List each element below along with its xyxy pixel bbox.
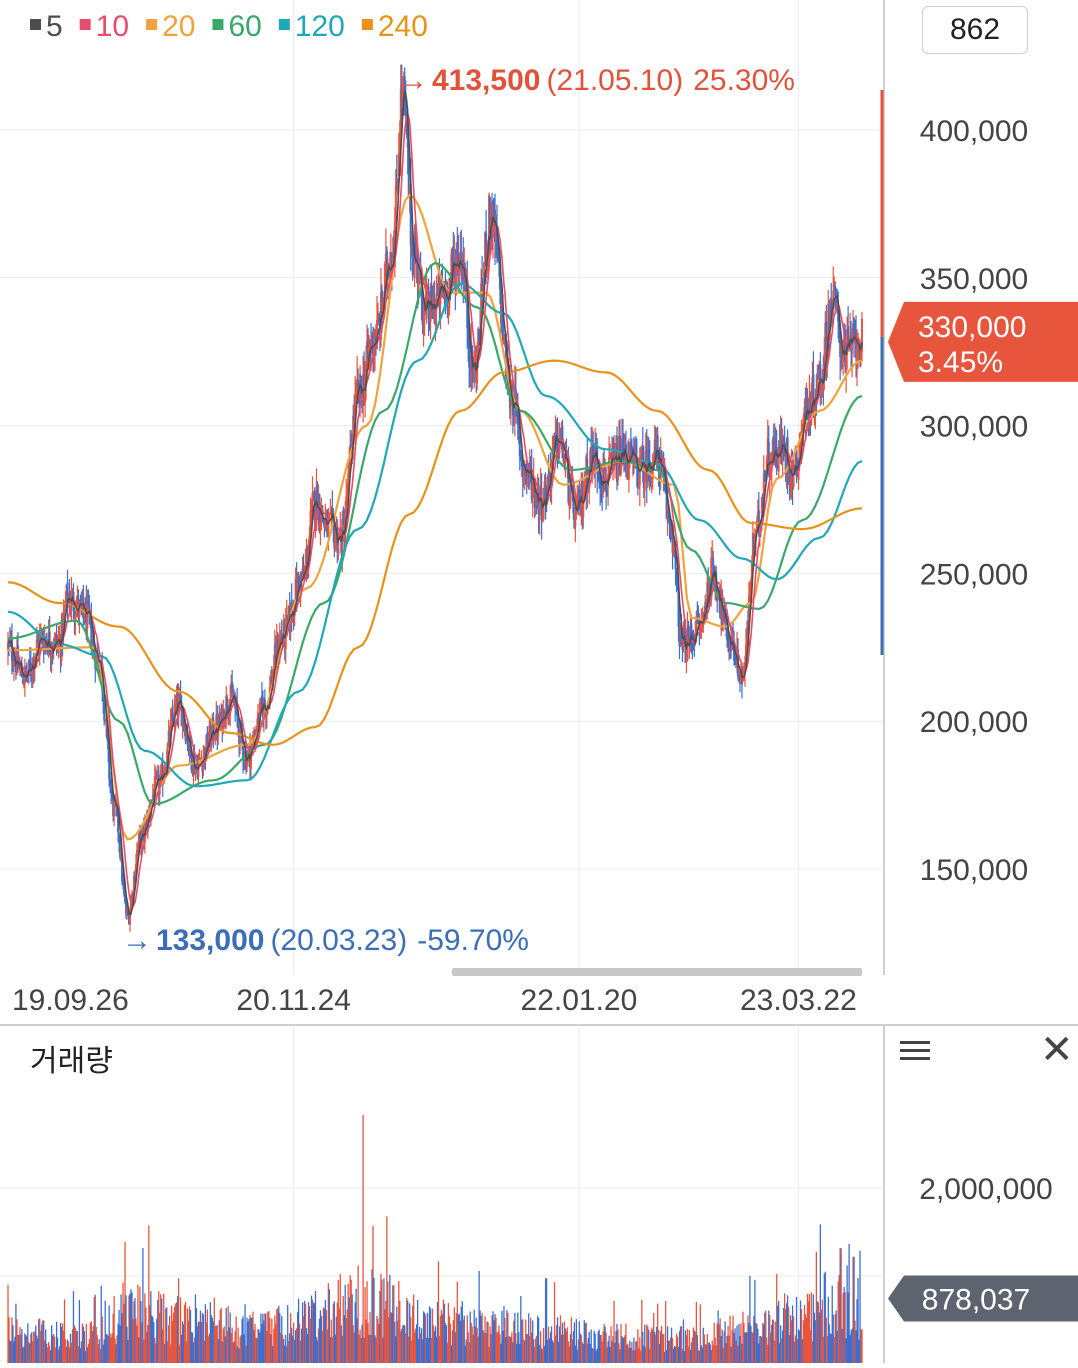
y-tick-label: 300,000 (920, 411, 1028, 444)
ma-legend-label-120: 120 (295, 10, 345, 43)
volume-title: 거래량 (30, 1045, 113, 1078)
low-marker: → 133,000 (20.03.23) -59.70% (122, 924, 529, 957)
ma-line-10 (7, 113, 863, 908)
current-volume-value: 878,037 (922, 1283, 1030, 1316)
low-arrow: → (122, 924, 152, 957)
ma-line-240 (7, 359, 863, 746)
candle-count-value: 862 (949, 13, 1001, 46)
ma-legend-swatch-120 (278, 19, 290, 30)
current-price-value: 330,000 (918, 311, 1026, 344)
volume-bars (7, 1114, 863, 1363)
high-arrow: → (398, 64, 428, 97)
high-marker: → 413,500 (21.05.10) 25.30% (398, 64, 795, 97)
high-pct: 25.30% (693, 64, 795, 97)
y-tick-label: 400,000 (920, 115, 1028, 148)
low-pct: -59.70% (417, 924, 529, 957)
x-tick-label: 22.01.20 (521, 984, 638, 1017)
moving-averages (7, 90, 863, 917)
price-y-axis: 150,000 200,000 250,000 300,000 350,000 400,0… (920, 115, 1028, 887)
ma-legend-swatch-240 (361, 19, 373, 30)
current-volume-tag: 878,037 (888, 1275, 1078, 1322)
y-tick-label: 150,000 (920, 854, 1028, 887)
ma-legend-label-20: 20 (162, 10, 195, 43)
menu-icon[interactable] (900, 1036, 930, 1066)
x-tick-label: 23.03.22 (740, 984, 857, 1017)
candles (7, 64, 863, 932)
ma-line-5 (7, 90, 863, 917)
ma-line-60 (7, 261, 863, 806)
volume-y-axis: 2,000,000 (919, 1173, 1052, 1206)
low-date: (20.03.23) (270, 924, 407, 957)
ma-line-120 (7, 282, 863, 788)
ma-legend-label-60: 60 (228, 10, 261, 43)
y-tick-label: 200,000 (920, 706, 1028, 739)
low-value: 133,000 (156, 924, 264, 957)
volume-y-tick-label: 2,000,000 (919, 1173, 1052, 1206)
ma-legend: 5 10 20 60 120 240 (30, 10, 428, 43)
current-volume-tag-bg (888, 1275, 1078, 1322)
y-tick-label: 350,000 (920, 263, 1028, 296)
close-icon[interactable]: ✕ (1040, 1028, 1074, 1072)
ma-legend-label-10: 10 (96, 10, 129, 43)
x-tick-label: 20.11.24 (236, 984, 351, 1017)
x-axis: 19.09.26 20.11.24 22.01.20 23.03.22 (12, 984, 857, 1017)
time-scrollbar (452, 968, 862, 976)
high-date: (21.05.10) (546, 64, 683, 97)
candle-count-box[interactable]: 862 (922, 6, 1028, 54)
x-tick-label: 19.09.26 (12, 984, 129, 1017)
ma-legend-label-5: 5 (46, 10, 63, 43)
ma-legend-swatch-5 (30, 19, 41, 30)
ma-legend-label-240: 240 (378, 10, 428, 43)
current-price-pct: 3.45% (918, 346, 1003, 379)
ma-legend-swatch-60 (212, 19, 224, 30)
current-price-tag-bg (888, 301, 1078, 382)
high-value: 413,500 (432, 64, 540, 97)
ma-line-20 (7, 193, 863, 841)
ma-legend-swatch-10 (79, 19, 91, 30)
x-axis-band (0, 975, 1078, 1025)
ma-legend-swatch-20 (146, 19, 158, 30)
grid-lines (0, 0, 884, 1363)
y-tick-label: 250,000 (920, 558, 1028, 591)
